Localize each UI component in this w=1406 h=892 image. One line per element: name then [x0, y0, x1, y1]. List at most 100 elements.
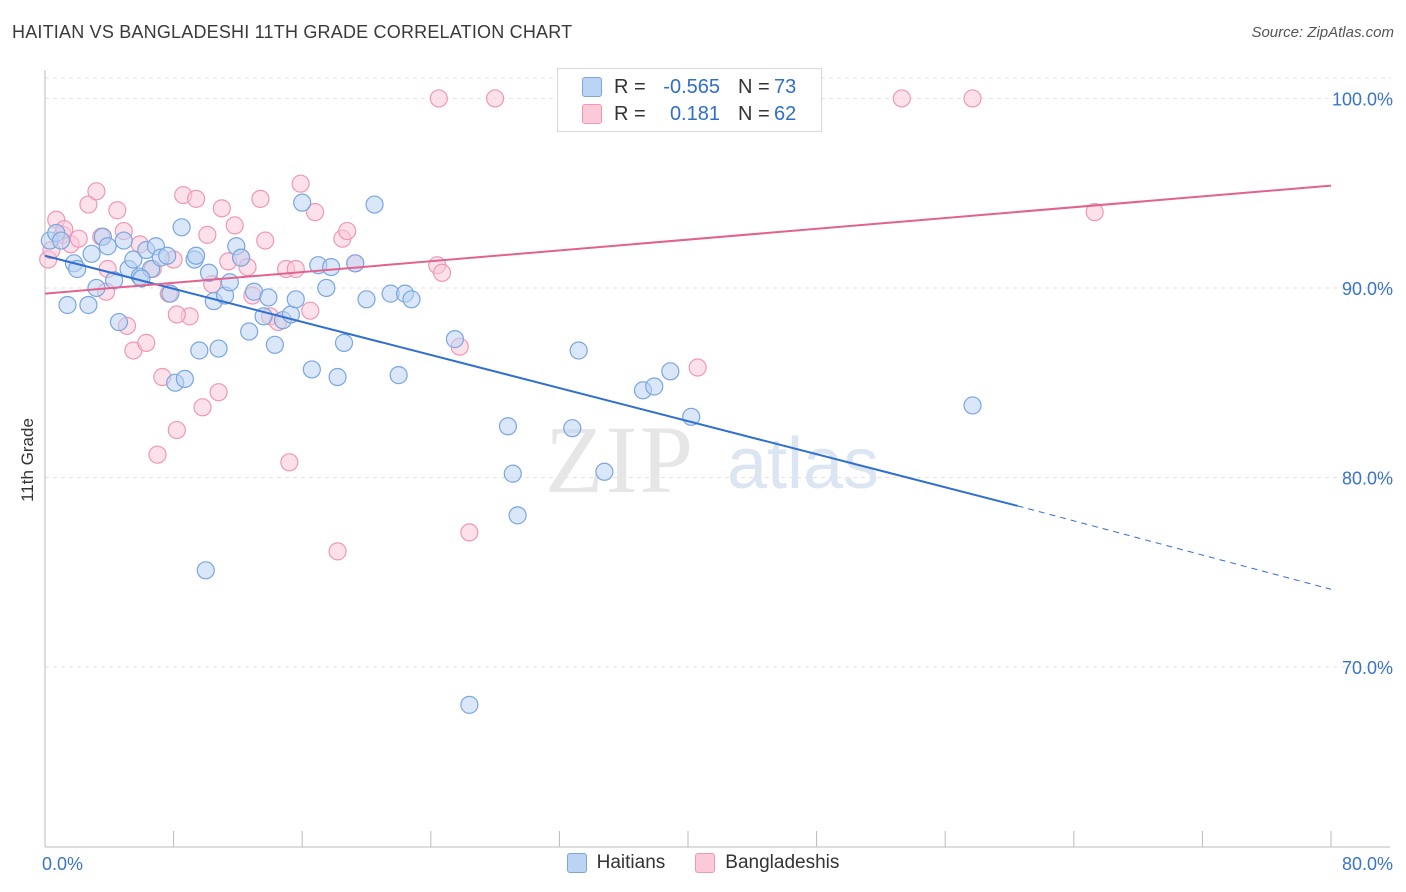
haitian-point [508, 506, 527, 525]
bangladeshis-legend-swatch [695, 853, 716, 873]
haitian-point [105, 271, 124, 290]
bangladeshi-point [301, 301, 320, 320]
bangladeshi-point [187, 189, 206, 208]
n-label: N = [738, 75, 770, 98]
haitian-point [503, 464, 522, 483]
y-tick-label: 90.0% [1342, 279, 1393, 299]
haitian-point [190, 341, 209, 360]
bangladeshi-point [291, 174, 310, 193]
bangladeshi-point [167, 305, 186, 324]
haitian-point [109, 312, 129, 332]
haitians-swatch [582, 77, 602, 97]
legend-label-bangladeshis: Bangladeshis [725, 852, 840, 873]
bangladeshi-point [167, 420, 186, 440]
bangladeshi-point [69, 229, 88, 248]
legend-item-haitians[interactable]: Haitians [566, 852, 666, 874]
haitians-trend-line [44, 254, 1018, 507]
haitian-point [98, 237, 117, 256]
haitian-point [498, 417, 518, 436]
haitian-point [317, 278, 336, 298]
haitian-point [328, 367, 347, 387]
haitians-points [40, 193, 982, 714]
bangladeshi-point [305, 203, 325, 222]
bangladeshi-point [79, 195, 98, 214]
legend-item-bangladeshis[interactable]: Bangladeshis [695, 852, 839, 874]
haitian-point [963, 396, 982, 415]
haitian-point [334, 333, 354, 352]
bangladeshi-point [429, 89, 448, 108]
y-tick-label: 100.0% [1332, 89, 1393, 109]
haitian-point [460, 695, 479, 714]
y-tick-label: 80.0% [1342, 468, 1393, 488]
haitian-point [51, 231, 71, 250]
haitian-point [158, 246, 177, 265]
haitian-point [286, 290, 305, 309]
bangladeshi-point [108, 201, 127, 220]
haitian-point [187, 246, 206, 265]
bangladeshi-point [280, 453, 299, 472]
bangladeshi-point [87, 182, 106, 201]
x-tick-label: 80.0% [1342, 854, 1393, 874]
y-axis-label: 11th Grade [18, 418, 37, 502]
haitian-point [196, 561, 215, 580]
bangladeshi-point [212, 199, 231, 218]
legend-label-haitians: Haitians [596, 852, 666, 873]
haitian-point [175, 369, 194, 389]
haitian-point [595, 462, 614, 481]
haitian-point [124, 250, 143, 269]
bangladeshi-point [256, 231, 275, 250]
haitian-point [661, 362, 680, 381]
haitian-point [569, 341, 588, 360]
haitians-legend-swatch [566, 853, 587, 873]
haitian-point [322, 257, 341, 277]
haitian-point [389, 366, 408, 385]
haitian-point [265, 335, 284, 354]
haitians-n-value: 73 [774, 75, 797, 98]
haitian-point [302, 360, 321, 379]
haitian-point [82, 244, 101, 263]
haitians-trend-extension [1017, 505, 1332, 590]
tick-labels: 70.0% 80.0% 90.0% 100.0% 0.0% 80.0% [42, 89, 1393, 874]
bangladeshi-point [137, 333, 156, 352]
bangladeshi-point [892, 89, 911, 108]
bangladeshi-point [328, 542, 347, 561]
haitian-point [445, 330, 465, 349]
n-label: N = [738, 102, 770, 125]
bangladeshi-point [338, 221, 357, 241]
haitian-point [220, 273, 239, 292]
bangladeshi-point [251, 189, 270, 208]
stats-row-bangladeshis: R = 0.181 N = 62 [582, 101, 796, 127]
bangladeshi-point [193, 398, 212, 417]
bangladeshi-point [1085, 203, 1104, 222]
haitian-point [209, 339, 228, 358]
bangladeshis-r-value: 0.181 [669, 102, 720, 125]
bangladeshi-point [460, 523, 479, 542]
bangladeshis-swatch [582, 104, 602, 124]
bangladeshi-point [486, 89, 505, 108]
x-tick-label: 0.0% [42, 854, 83, 874]
haitian-point [365, 195, 384, 214]
haitian-point [346, 254, 365, 273]
watermark: ZIP atlas [545, 406, 879, 513]
trend-lines [44, 184, 1332, 590]
haitian-point [563, 419, 582, 438]
haitian-point [172, 218, 191, 237]
bangladeshi-point [688, 358, 707, 377]
haitian-point [293, 193, 312, 212]
haitian-point [199, 263, 219, 282]
bangladeshis-n-value: 62 [774, 102, 797, 125]
stats-legend: R = -0.565 N = 73 R = 0.181 N = 62 [557, 68, 822, 132]
r-label: R = [614, 102, 646, 125]
series-legend: Haitians Bangladeshis [0, 852, 1406, 874]
haitians-r-value: -0.565 [663, 75, 720, 98]
haitian-point [58, 295, 77, 315]
haitian-point [645, 377, 664, 396]
chart-title: HAITIAN VS BANGLADESHI 11TH GRADE CORREL… [12, 22, 573, 42]
bangladeshi-point [432, 263, 452, 282]
haitian-point [240, 322, 259, 341]
haitian-point [357, 290, 376, 309]
bangladeshi-point [148, 445, 167, 464]
bangladeshi-point [286, 259, 305, 279]
y-tick-label: 70.0% [1342, 658, 1393, 678]
